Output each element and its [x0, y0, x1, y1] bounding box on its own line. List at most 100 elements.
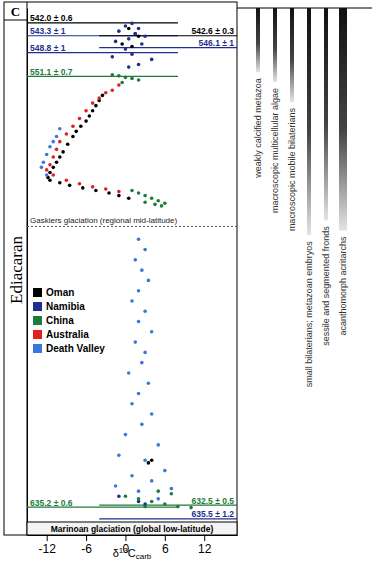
series: [40, 127, 174, 501]
data-point: [71, 135, 75, 139]
x-tick-label: 6: [162, 542, 169, 556]
data-point: [143, 248, 147, 252]
data-point: [91, 109, 95, 113]
data-point: [45, 173, 49, 177]
legend-label: Oman: [46, 287, 74, 298]
x-tick: 6: [162, 535, 169, 556]
x-tick: 12: [198, 535, 212, 556]
data-point: [140, 268, 144, 272]
data-point: [51, 173, 55, 177]
x-tick-mark: [165, 535, 166, 541]
data-point: [170, 487, 174, 491]
data-point: [65, 132, 69, 136]
x-title-part: C: [128, 547, 136, 559]
taxon-label: small bilaterians; metazoan embryos: [304, 241, 314, 388]
data-point: [55, 135, 59, 139]
age-label: 551.1 ± 0.7: [30, 67, 73, 77]
chart: CEdiacaranGaskiers glaciation (regional …: [0, 0, 372, 562]
outer-frame: [4, 2, 237, 535]
x-tick-label: -6: [81, 542, 92, 556]
data-point: [40, 166, 44, 170]
x-title-part: carb: [136, 552, 152, 561]
legend-swatch: [33, 302, 42, 311]
x-axis-line: [28, 535, 238, 536]
data-point: [66, 142, 70, 146]
data-point: [137, 392, 141, 396]
y-axis: [27, 9, 28, 523]
data-point: [137, 489, 141, 493]
data-point: [124, 495, 128, 499]
data-point: [101, 94, 105, 98]
data-point: [147, 279, 151, 283]
data-point: [79, 124, 83, 128]
data-point: [127, 371, 131, 375]
data-point: [78, 182, 82, 186]
data-point: [137, 34, 141, 38]
data-point: [65, 178, 69, 182]
data-point: [137, 320, 141, 324]
data-point: [143, 200, 147, 204]
data-point: [111, 88, 115, 92]
data-point: [117, 194, 121, 198]
x-tick-mark: [47, 535, 48, 541]
data-point: [84, 109, 88, 113]
data-point: [48, 163, 52, 167]
data-point: [140, 42, 144, 46]
taxon-range: [273, 8, 277, 82]
x-tick-mark: [125, 535, 126, 541]
data-point: [143, 459, 147, 463]
data-point: [156, 199, 160, 203]
data-point: [48, 171, 52, 175]
data-point: [51, 140, 55, 144]
taxon-label: weakly calcified metazoa: [253, 78, 263, 179]
data-point: [137, 289, 141, 293]
data-point: [137, 191, 141, 195]
taxon: sessile and segmented fronds: [321, 8, 331, 346]
legend-swatch: [33, 288, 42, 297]
data-point: [97, 96, 101, 100]
data-point: [91, 101, 95, 105]
data-point: [114, 484, 118, 488]
data-point: [160, 204, 164, 208]
x-tick: -12: [39, 535, 57, 556]
glaciation-label: Marinoan glaciation (global low-latitude…: [51, 524, 214, 534]
data-point: [68, 184, 72, 188]
legend-swatch: [33, 330, 42, 339]
data-point: [61, 150, 65, 154]
taxon-range: [339, 8, 347, 231]
x-tick-mark: [86, 535, 87, 541]
data-point: [156, 443, 160, 447]
legend-swatch: [33, 344, 42, 353]
age-label: 546.1 ± 1: [199, 38, 235, 48]
series: [46, 27, 153, 465]
data-point: [140, 361, 144, 365]
taxon-range: [256, 8, 260, 72]
data-point: [127, 196, 131, 200]
data-point: [156, 489, 160, 493]
taxon: weakly calcified metazoa: [253, 8, 263, 179]
data-point: [147, 461, 151, 465]
data-point: [150, 58, 154, 62]
taxon-label: sessile and segmented fronds: [321, 226, 331, 346]
data-point: [137, 497, 141, 501]
x-tick-label: -12: [39, 542, 57, 556]
data-point: [150, 500, 154, 504]
legend-entry: Death Valley: [33, 343, 105, 354]
data-point: [140, 423, 144, 427]
data-point: [130, 45, 134, 49]
data-point: [84, 119, 88, 123]
data-point: [143, 34, 147, 38]
x-tick-mark: [204, 535, 205, 541]
period-divider: [4, 20, 27, 21]
data-point: [78, 117, 82, 121]
data-point: [94, 189, 98, 193]
series: [111, 22, 154, 506]
data-point: [163, 502, 167, 506]
data-point: [124, 47, 128, 51]
glaciation: Gaskiers glaciation (regional mid-latitu…: [27, 216, 237, 226]
data-point: [120, 81, 124, 85]
data-point: [117, 495, 121, 499]
data-point: [133, 258, 137, 262]
data-point: [117, 29, 121, 33]
data-point: [130, 189, 134, 193]
